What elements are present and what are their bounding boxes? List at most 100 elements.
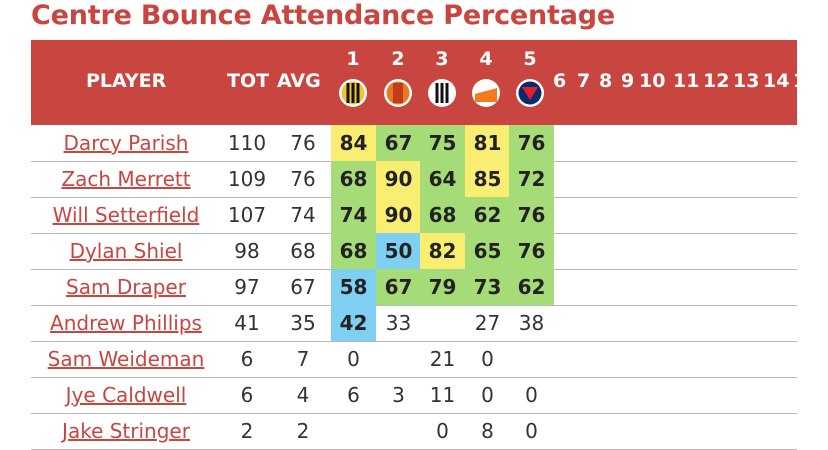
tot-cell: 41	[234, 311, 260, 335]
giants-orange-guernsey-icon	[471, 78, 501, 108]
round-4-cell: 8	[481, 419, 494, 443]
round-4-cell: 65	[465, 233, 510, 269]
round-header-1[interactable]: 1	[346, 48, 360, 70]
player-link[interactable]: Jake Stringer	[62, 419, 190, 443]
avg-cell: 4	[296, 383, 310, 407]
table-row: Zach Merrett 109 76 68 90 64 85 72	[31, 161, 797, 198]
round-5-cell: 76	[509, 233, 554, 269]
round-header-10[interactable]: 10	[639, 70, 666, 92]
round-1-cell: 68	[331, 233, 376, 269]
player-link[interactable]: Andrew Phillips	[50, 311, 202, 335]
avg-cell: 35	[290, 311, 316, 335]
round-2-cell: 67	[376, 125, 421, 161]
round-header-11[interactable]: 11	[673, 70, 700, 92]
player-link[interactable]: Sam Weideman	[47, 347, 205, 371]
round-1-cell: 0	[347, 347, 360, 371]
page-title: Centre Bounce Attendance Percentage	[31, 0, 616, 31]
tot-cell: 110	[227, 131, 267, 155]
round-2-cell: 50	[376, 233, 421, 269]
avg-cell: 2	[296, 419, 310, 443]
player-link[interactable]: Will Setterfield	[52, 203, 200, 227]
round-header-15[interactable]: 15	[793, 70, 797, 92]
round-3-cell: 79	[420, 269, 465, 305]
round-header-6[interactable]: 6	[553, 70, 567, 92]
header-tot[interactable]: TOT	[227, 70, 270, 92]
round-4-cell: 85	[465, 161, 510, 197]
round-3-cell: 0	[436, 419, 449, 443]
header-player[interactable]: PLAYER	[86, 70, 167, 92]
player-link[interactable]: Dylan Shiel	[69, 239, 183, 263]
round-5-cell: 76	[509, 197, 554, 233]
table-row: Darcy Parish 110 76 84 67 75 81 76	[31, 125, 797, 162]
tot-cell: 97	[234, 275, 260, 299]
round-1-cell: 42	[331, 305, 376, 341]
round-1-cell	[331, 413, 376, 449]
round-4-cell: 0	[481, 383, 494, 407]
avg-cell: 74	[290, 203, 316, 227]
round-4-cell: 62	[465, 197, 510, 233]
round-5-cell: 62	[509, 269, 554, 305]
round-2-cell: 33	[385, 311, 412, 335]
round-3-cell: 68	[420, 197, 465, 233]
round-5-cell: 0	[525, 383, 538, 407]
table-row: Dylan Shiel 98 68 68 50 82 65 76	[31, 233, 797, 270]
round-header-2[interactable]: 2	[391, 48, 405, 70]
magpies-guernsey-icon	[427, 78, 457, 108]
round-header-8[interactable]: 8	[599, 70, 613, 92]
tot-cell: 109	[227, 167, 267, 191]
round-4-cell: 73	[465, 269, 510, 305]
round-3-cell: 64	[420, 161, 465, 197]
round-5-cell	[509, 341, 554, 377]
player-link[interactable]: Zach Merrett	[61, 167, 191, 191]
round-header-14[interactable]: 14	[763, 70, 790, 92]
avg-cell: 67	[290, 275, 316, 299]
round-2-cell: 90	[376, 161, 421, 197]
round-3-cell: 82	[420, 233, 465, 269]
tot-cell: 107	[227, 203, 267, 227]
avg-cell: 76	[290, 131, 316, 155]
player-link[interactable]: Sam Draper	[66, 275, 186, 299]
round-3-cell: 21	[429, 347, 456, 371]
round-4-cell: 27	[474, 311, 501, 335]
tot-cell: 6	[240, 347, 254, 371]
table-row: Sam Weideman 6 7 0 21 0	[31, 341, 797, 378]
tigers-guernsey-icon	[338, 78, 368, 108]
table-row: Will Setterfield 107 74 74 90 68 62 76	[31, 197, 797, 234]
round-2-cell: 90	[376, 197, 421, 233]
table-row: Andrew Phillips 41 35 42 33 27 38	[31, 305, 797, 342]
round-5-cell: 72	[509, 161, 554, 197]
round-header-13[interactable]: 13	[733, 70, 760, 92]
round-header-9[interactable]: 9	[621, 70, 635, 92]
round-1-cell: 58	[331, 269, 376, 305]
melbourne-guernsey-icon	[515, 78, 545, 108]
player-link[interactable]: Darcy Parish	[63, 131, 189, 155]
tot-cell: 6	[240, 383, 254, 407]
round-2-cell	[376, 341, 421, 377]
round-1-cell: 84	[331, 125, 376, 161]
round-1-cell: 6	[347, 383, 360, 407]
header-avg[interactable]: AVG	[277, 70, 321, 92]
avg-cell: 68	[290, 239, 316, 263]
giants-guernsey-icon	[383, 78, 413, 108]
round-5-cell: 38	[518, 311, 545, 335]
table-row: Sam Draper 97 67 58 67 79 73 62	[31, 269, 797, 306]
round-header-5[interactable]: 5	[523, 48, 537, 70]
round-5-cell: 76	[509, 125, 554, 161]
round-2-cell: 3	[392, 383, 405, 407]
round-4-cell: 81	[465, 125, 510, 161]
table-row: Jake Stringer 2 2 0 8 0	[31, 413, 797, 450]
table-row: Jye Caldwell 6 4 6 3 11 0 0	[31, 377, 797, 414]
round-header-3[interactable]: 3	[435, 48, 449, 70]
round-header-7[interactable]: 7	[577, 70, 591, 92]
round-3-cell: 75	[420, 125, 465, 161]
round-header-4[interactable]: 4	[479, 48, 493, 70]
round-3-cell	[420, 305, 465, 341]
player-link[interactable]: Jye Caldwell	[65, 383, 187, 407]
round-4-cell: 0	[481, 347, 494, 371]
tot-cell: 98	[234, 239, 260, 263]
round-header-12[interactable]: 12	[703, 70, 730, 92]
avg-cell: 76	[290, 167, 316, 191]
avg-cell: 7	[296, 347, 310, 371]
tot-cell: 2	[240, 419, 254, 443]
